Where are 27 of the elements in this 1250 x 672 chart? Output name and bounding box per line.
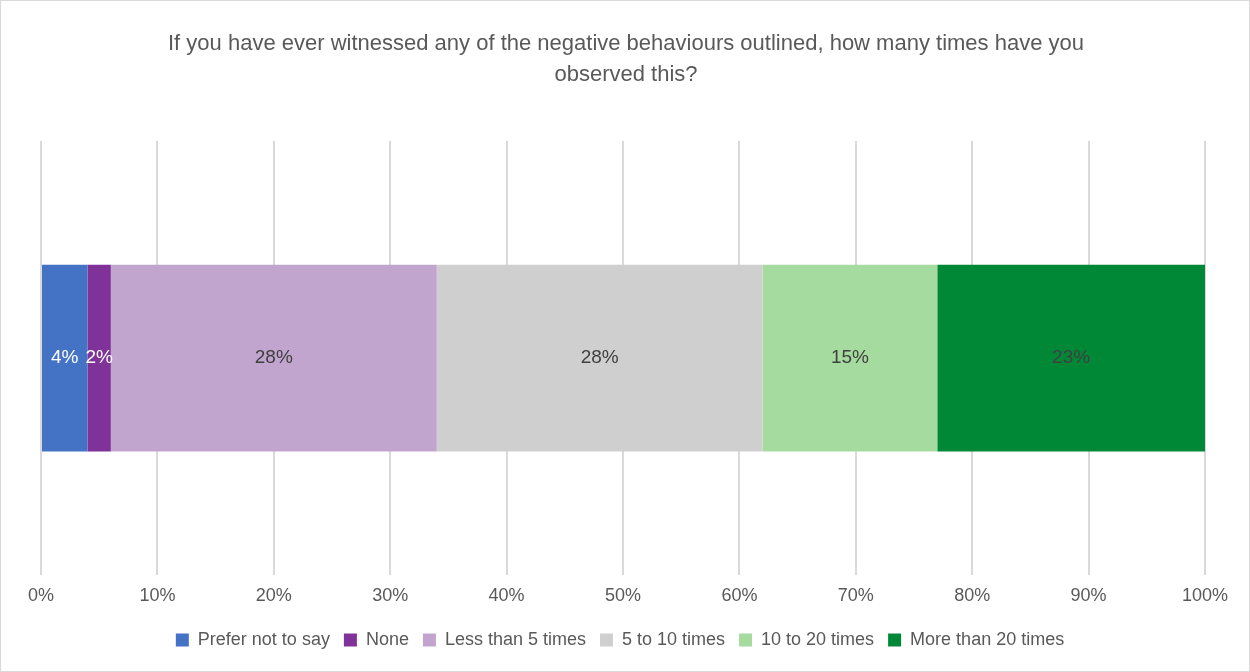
- data-label: 28%: [254, 346, 293, 368]
- x-tick-label: 10%: [139, 585, 176, 606]
- data-label: 4%: [51, 346, 79, 368]
- legend-label: 10 to 20 times: [761, 628, 875, 649]
- x-tick-label: 20%: [255, 585, 292, 606]
- chart-title: If you have ever witnessed any of the negative behaviours outlined, how many times have you observed this?: [167, 29, 1085, 88]
- legend-label: 5 to 10 times: [621, 628, 726, 649]
- legend-label: Less than 5 times: [444, 628, 586, 649]
- x-tick-label: 50%: [604, 585, 642, 606]
- data-label: 23%: [1052, 346, 1091, 368]
- legend-label: Prefer not to say: [197, 628, 330, 649]
- legend-label: None: [365, 628, 409, 649]
- legend-label: More than 20 times: [910, 628, 1065, 649]
- bar: [762, 264, 938, 452]
- x-tick-label: 60%: [721, 585, 758, 606]
- data-label: 15%: [830, 346, 870, 368]
- bar: [937, 264, 1205, 452]
- bar: [87, 264, 111, 452]
- x-tick-label: 100%: [1181, 585, 1229, 606]
- x-tick-label: 70%: [837, 585, 874, 606]
- x-tick-label: 80%: [954, 585, 991, 606]
- x-tick-label: 0%: [27, 585, 55, 606]
- bar: [42, 264, 88, 452]
- x-tick-label: 30%: [372, 585, 409, 606]
- data-label: 28%: [580, 346, 619, 368]
- x-tick-label: 40%: [488, 585, 525, 606]
- x-tick-label: 90%: [1070, 585, 1107, 606]
